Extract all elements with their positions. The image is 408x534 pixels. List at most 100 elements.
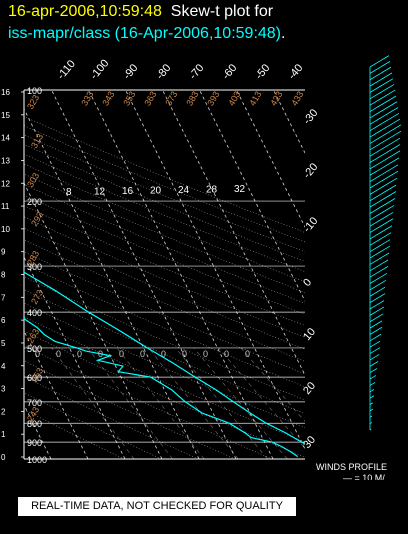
mixing-ratio-lower-label: 0 [140,349,145,359]
isotherm-line [51,90,237,459]
wind-vector [369,107,399,125]
isotherm-line [24,330,89,459]
pressure-tick-label: 200 [27,197,42,207]
wind-vector [369,225,393,240]
winds-profile: WINDS PROFILE— = 10 M/ [316,55,402,480]
theta-label: 433 [289,89,305,107]
mixing-ratio-label: 16 [122,186,134,197]
wind-vector [369,389,375,393]
wind-vector [369,259,389,272]
height-tick-label: 14 [1,134,10,143]
dry-adiabat-line [24,163,305,283]
pressure-tick-label: 300 [27,262,42,272]
isotherm-right-label: -30 [301,107,320,127]
wind-vector [369,286,386,297]
mixing-ratio-lower-label: 0 [203,349,208,359]
isotherm-top-label: -50 [253,62,272,82]
title-period: . [281,25,286,42]
isotherm-top-label: -60 [220,62,239,82]
dry-adiabat-line [24,194,305,315]
isotherm-line [199,90,305,302]
wind-vector [369,300,385,310]
mixing-ratio-line [51,347,135,459]
mixing-ratio-line [218,347,305,449]
wind-vector [369,144,401,163]
wind-vector [369,266,389,278]
mixing-ratio-line [175,347,268,459]
mixing-ratio-line [87,347,173,459]
grid-layer [24,90,305,459]
dry-adiabat-line [24,330,305,458]
theta-label: 273 [29,288,45,306]
wind-vector [369,61,391,74]
wind-vector [369,239,391,253]
mixing-ratio-label: 20 [150,186,162,197]
wind-vector [369,279,387,291]
wind-vector [369,157,400,176]
isotherm-line [24,108,200,459]
mixing-ratio-label: 12 [94,187,106,198]
wind-vector [369,130,402,151]
mixing-ratio-lower-label: 0 [119,349,124,359]
dry-adiabat-line [24,134,305,253]
dry-adiabat-line [24,302,305,429]
isotherm-line [24,256,126,459]
wind-vector [369,170,399,189]
wind-vector [369,347,381,354]
title-line-1: 16-apr-2006,10:59:48 Skew-t plot for [8,3,273,21]
height-tick-label: 0 [1,453,6,462]
temperature-line [24,271,305,445]
mixing-ratio-lower-label: 0 [35,349,40,359]
winds-profile-label: WINDS PROFILE [316,462,387,472]
wind-vector [369,212,394,227]
pressure-tick-label: 1000 [27,455,47,465]
wind-vector [369,118,401,138]
wind-vector [369,245,391,259]
theta-label: 423 [268,89,284,107]
height-tick-label: 5 [1,339,6,348]
wind-vector [369,361,379,367]
mixing-ratio-label: 8 [66,187,72,198]
mixing-ratio-lower-label: 0 [182,349,187,359]
dry-adiabat-line [24,276,305,401]
isotherm-line [162,90,305,376]
isotherm-right-label: 20 [301,380,318,397]
theta-label: 373 [163,89,179,107]
pressure-tick-label: 600 [27,373,42,383]
height-tick-label: 16 [1,88,10,97]
isotherm-line [24,182,163,459]
wind-vector [369,402,374,405]
isotherm-top-label: -80 [154,62,173,82]
wind-vector [369,55,390,68]
wind-vector [369,72,393,87]
isotherm-right-label: 0 [301,277,314,289]
pressure-tick-label: 900 [27,438,42,448]
theta-label: 403 [226,89,242,107]
wind-vector [369,112,400,132]
wind-vector [369,177,398,195]
theta-label: 353 [121,89,137,107]
wind-vector [369,306,385,316]
isotherm-top-label: -110 [55,58,78,82]
wind-vector [369,368,378,374]
wind-vector [369,198,396,214]
height-tick-label: 10 [1,225,10,234]
wind-vector [369,354,380,361]
isotherm-line [88,90,274,459]
dry-adiabat-line [24,263,305,388]
isotherm-top-label: -100 [88,57,111,82]
frame-layer [21,89,305,460]
isotherm-line [125,90,305,450]
wind-vector [369,191,397,208]
mixing-ratio-line [116,347,205,459]
wind-vector [369,382,376,386]
theta-label: 363 [142,89,158,107]
isotherm-line [24,404,52,459]
wind-vector [369,415,373,418]
wind-vector [369,375,377,380]
dry-adiabat-line [24,144,305,262]
wind-vector [369,395,375,399]
height-tick-label: 11 [1,202,10,211]
dry-adiabat-line [24,239,305,362]
wind-vector [369,320,383,329]
